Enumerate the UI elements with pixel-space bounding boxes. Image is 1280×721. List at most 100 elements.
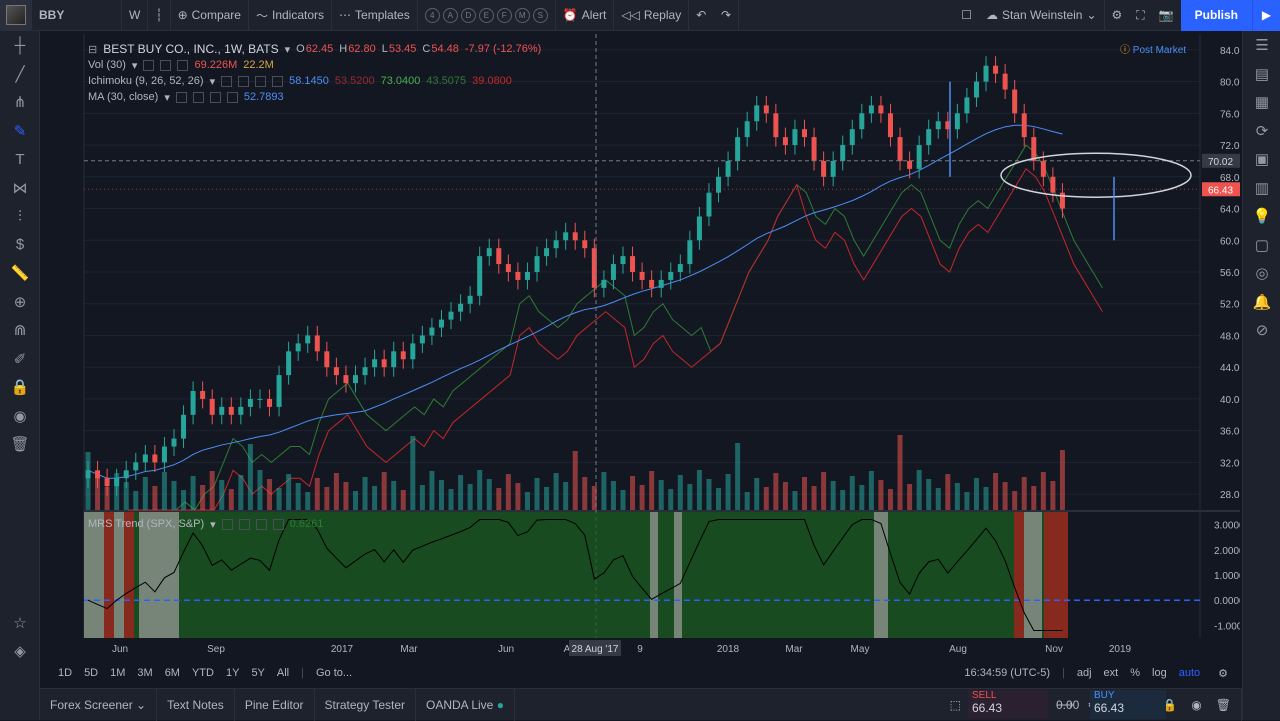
eye-icon[interactable]	[143, 59, 155, 71]
close-icon[interactable]	[209, 91, 221, 103]
calendar-button[interactable]: ▥	[1243, 174, 1280, 203]
legend-dropdown-icon[interactable]: ▾	[209, 75, 216, 88]
favorites-tool[interactable]: ☆	[0, 609, 40, 638]
eye-icon[interactable]: ◉	[1191, 697, 1202, 712]
price-chart[interactable]: 84.00 80.00 76.00 72.00 68.00 64.00 60.00 56.00…	[44, 34, 1240, 660]
visibility-tool[interactable]: ◉	[0, 402, 40, 431]
chart-style-button[interactable]: ┆	[148, 0, 171, 31]
tab-pine-editor[interactable]: Pine Editor	[235, 688, 315, 721]
volume-label[interactable]: Vol (30)	[88, 59, 126, 71]
range-1m[interactable]: 1M	[110, 667, 126, 679]
help-button[interactable]: ⊘	[1243, 316, 1280, 345]
fib-tool[interactable]: ⋔	[0, 88, 40, 117]
legend-title[interactable]: BEST BUY CO., INC., 1W, BATS	[103, 42, 279, 56]
undo-redo[interactable]: ↶ ↷	[689, 0, 739, 31]
circle-button-f[interactable]: F	[496, 7, 512, 23]
avatar[interactable]	[0, 0, 32, 31]
sell-button[interactable]: SELL 66.43	[968, 690, 1048, 719]
goto-button[interactable]: Go to...	[316, 667, 353, 679]
templates-button[interactable]: ⋯ Templates	[332, 0, 418, 31]
more-icon[interactable]	[272, 75, 284, 87]
publish-menu-button[interactable]: ▶	[1252, 0, 1280, 31]
trash-icon[interactable]: 🗑	[1215, 697, 1231, 712]
eye-icon[interactable]	[175, 91, 187, 103]
range-3m[interactable]: 3M	[137, 667, 153, 679]
lock-tool[interactable]: 🔒	[0, 373, 40, 402]
text-tool[interactable]: T	[0, 145, 40, 174]
gear-icon[interactable]	[238, 518, 250, 530]
gear-icon[interactable]	[160, 59, 172, 71]
gear-icon[interactable]	[238, 75, 250, 87]
news-button[interactable]: ▦	[1243, 88, 1280, 117]
circle-button-d[interactable]: D	[460, 7, 476, 23]
lock-icon[interactable]: 🔒	[1162, 697, 1178, 712]
stay-drawing-tool[interactable]: ✐	[0, 345, 40, 374]
arrow-right-icon[interactable]: ⟶	[1056, 697, 1074, 712]
ma-label[interactable]: MA (30, close)	[88, 91, 159, 103]
alerts-panel-button[interactable]: ⟳	[1243, 117, 1280, 146]
collapse-icon[interactable]: ⊟	[88, 43, 98, 56]
legend-dropdown-icon[interactable]: ▾	[164, 91, 170, 104]
tab-strategy-tester[interactable]: Strategy Tester	[315, 688, 416, 721]
post-market-indicator[interactable]: ⓘ Post Market	[1120, 41, 1186, 56]
settings-button[interactable]: ⚙	[1105, 0, 1130, 31]
circle-button-a[interactable]: A	[442, 7, 458, 23]
watchlist-button[interactable]: ☰	[1243, 31, 1280, 60]
close-icon[interactable]	[255, 518, 267, 530]
zoom-tool[interactable]: ⊕	[0, 288, 40, 317]
magnet-tool[interactable]: ⋒	[0, 316, 40, 345]
compare-button[interactable]: ⊕ Compare	[171, 0, 249, 31]
tab-oanda-live[interactable]: OANDA Live ●	[416, 688, 515, 721]
clock-time[interactable]: 16:34:59 (UTC-5)	[964, 667, 1050, 679]
legend-dropdown-icon[interactable]: ▾	[284, 43, 291, 56]
adj-toggle[interactable]: adj	[1076, 667, 1092, 679]
alert-button[interactable]: ⏰ Alert	[556, 0, 615, 31]
ideas-button[interactable]: 💡	[1243, 202, 1280, 231]
prediction-tool[interactable]: ⫶	[0, 202, 40, 231]
price-tool[interactable]: $	[0, 231, 40, 260]
tab-text-notes[interactable]: Text Notes	[157, 688, 235, 721]
close-icon[interactable]	[177, 59, 189, 71]
tab-forex-screener[interactable]: Forex Screener ⌄	[40, 688, 158, 721]
circle-button-s[interactable]: S	[532, 7, 548, 23]
ext-toggle[interactable]: ext	[1103, 667, 1119, 679]
data-window-button[interactable]: ▣	[1243, 145, 1280, 174]
brush-tool[interactable]: ✎	[0, 117, 40, 146]
notifications-button[interactable]: 🔔	[1243, 288, 1280, 317]
layout-button[interactable]: ☁ Stan Weinstein ⌄	[979, 0, 1105, 31]
pattern-tool[interactable]: ⋈	[0, 174, 40, 203]
interval-button[interactable]: W	[122, 0, 149, 31]
layers-tool[interactable]: ◈	[0, 637, 40, 666]
range-6m[interactable]: 6M	[164, 667, 180, 679]
range-ytd[interactable]: YTD	[191, 667, 214, 679]
gear-icon[interactable]	[192, 91, 204, 103]
eye-icon[interactable]	[221, 518, 233, 530]
trash-tool[interactable]: 🗑	[0, 430, 40, 459]
close-icon[interactable]	[255, 75, 267, 87]
chart-settings-button[interactable]: ⚙	[1206, 667, 1240, 680]
details-button[interactable]: ▤	[1243, 60, 1280, 89]
indicators-button[interactable]: 〜 Indicators	[249, 0, 333, 31]
log-toggle[interactable]: log	[1152, 667, 1167, 679]
publish-button[interactable]: Publish	[1180, 0, 1252, 31]
more-icon[interactable]	[226, 91, 238, 103]
streams-button[interactable]: ◎	[1243, 259, 1280, 288]
replay-button[interactable]: ◁◁ Replay	[614, 0, 690, 31]
ichimoku-label[interactable]: Ichimoku (9, 26, 52, 26)	[88, 75, 204, 87]
range-all[interactable]: All	[276, 667, 290, 679]
crosshair-tool[interactable]: ┼	[0, 31, 40, 60]
buy-button[interactable]: BUY 66.43	[1090, 690, 1166, 719]
symbol-search[interactable]: BBY	[32, 0, 122, 31]
snapshot-button[interactable]: 📷	[1152, 0, 1181, 31]
percent-toggle[interactable]: %	[1130, 667, 1141, 679]
eye-icon[interactable]	[221, 75, 233, 87]
circle-button-4[interactable]: 4	[424, 7, 440, 23]
range-5d[interactable]: 5D	[84, 667, 99, 679]
fullscreen-square-button[interactable]: ☐	[954, 0, 979, 31]
range-1d[interactable]: 1D	[58, 667, 73, 679]
more-icon[interactable]	[272, 518, 284, 530]
legend-dropdown-icon[interactable]: ▾	[210, 518, 216, 531]
range-1y[interactable]: 1Y	[225, 667, 240, 679]
fullscreen-button[interactable]: ⛶	[1129, 0, 1151, 31]
ruler-tool[interactable]: 📏	[0, 259, 40, 288]
